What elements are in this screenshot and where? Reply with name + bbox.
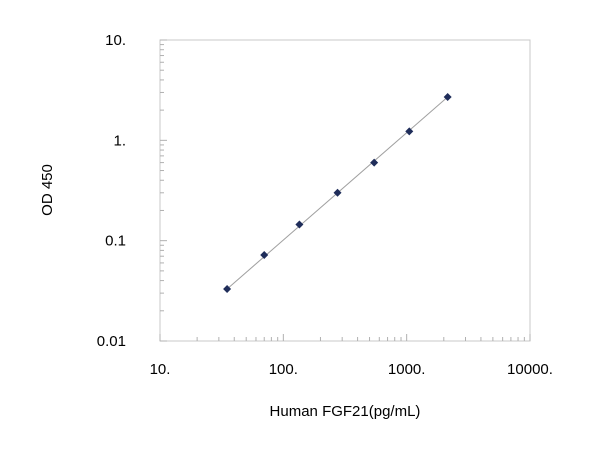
y-tick-labels: 10. 1. 0.1 0.01: [97, 32, 126, 350]
y-tick-label: 0.1: [105, 233, 126, 250]
data-point: [223, 284, 232, 293]
x-tick-label: 10.: [150, 361, 171, 378]
data-point: [260, 250, 269, 259]
data-point: [370, 158, 379, 167]
x-tick-label: 1000.: [388, 361, 426, 378]
x-tick-labels: 10. 100. 1000. 10000.: [150, 361, 553, 378]
x-minor-ticks: [196, 337, 525, 341]
y-minor-ticks: [160, 44, 164, 312]
data-point: [443, 93, 452, 102]
y-tick-label: 1.: [113, 132, 126, 149]
data-points: [223, 93, 452, 293]
data-point: [405, 127, 414, 136]
x-tick-label: 100.: [269, 361, 298, 378]
y-tick-label: 0.01: [97, 333, 126, 350]
major-ticks: [159, 39, 531, 342]
x-tick-label: 10000.: [507, 361, 553, 378]
y-axis-title: OD 450: [39, 164, 56, 216]
data-point: [333, 188, 342, 197]
data-point: [295, 220, 304, 229]
x-axis-title: Human FGF21(pg/mL): [270, 403, 421, 420]
y-tick-label: 10.: [105, 32, 126, 49]
plot-area: [159, 39, 531, 342]
